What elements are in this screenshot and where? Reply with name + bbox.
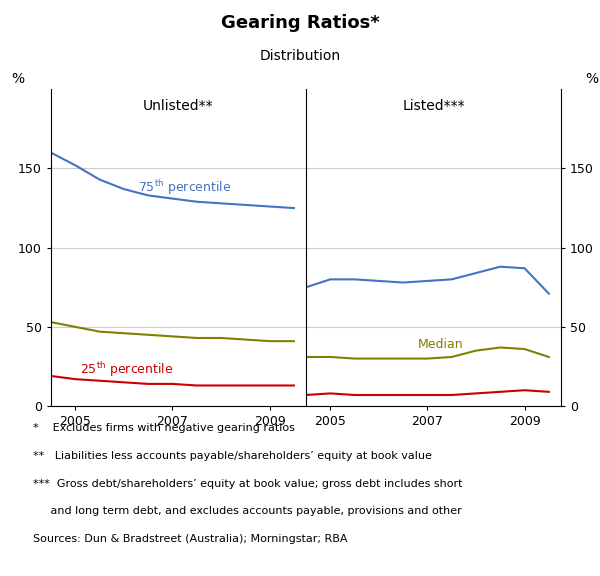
- Text: Distribution: Distribution: [259, 49, 341, 63]
- Text: *    Excludes firms with negative gearing ratios: * Excludes firms with negative gearing r…: [33, 423, 295, 433]
- Text: **   Liabilities less accounts payable/shareholders’ equity at book value: ** Liabilities less accounts payable/sha…: [33, 451, 432, 461]
- Text: %: %: [11, 72, 25, 86]
- Text: Unlisted**: Unlisted**: [143, 99, 214, 113]
- Text: Sources: Dun & Bradstreet (Australia); Morningstar; RBA: Sources: Dun & Bradstreet (Australia); M…: [33, 534, 347, 544]
- Text: Median: Median: [418, 338, 463, 351]
- Text: Gearing Ratios*: Gearing Ratios*: [221, 14, 379, 32]
- Text: and long term debt, and excludes accounts payable, provisions and other: and long term debt, and excludes account…: [33, 506, 462, 516]
- Text: ***  Gross debt/shareholders’ equity at book value; gross debt includes short: *** Gross debt/shareholders’ equity at b…: [33, 479, 463, 488]
- Text: %: %: [585, 72, 598, 86]
- Text: 25$^{\mathregular{th}}$ percentile: 25$^{\mathregular{th}}$ percentile: [80, 360, 173, 379]
- Text: Listed***: Listed***: [402, 99, 465, 113]
- Text: 75$^{\mathregular{th}}$ percentile: 75$^{\mathregular{th}}$ percentile: [139, 178, 232, 197]
